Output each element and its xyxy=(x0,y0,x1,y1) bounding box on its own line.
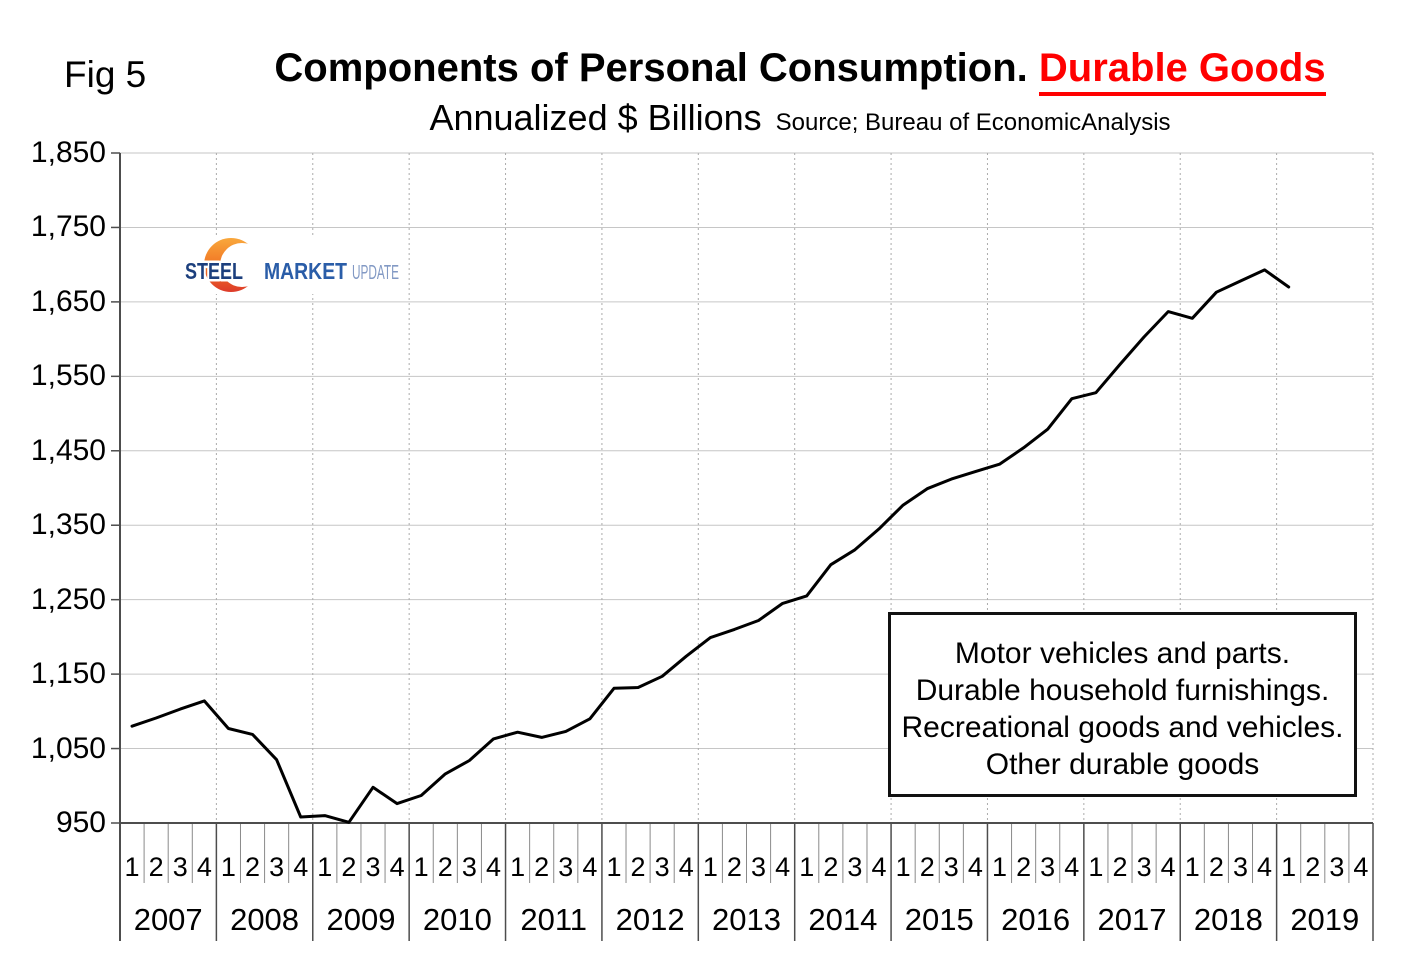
legend-line: Durable household furnishings. xyxy=(915,674,1330,707)
quarter-label: 2 xyxy=(1208,852,1224,882)
quarter-label: 3 xyxy=(1329,852,1345,882)
quarter-label: 4 xyxy=(1257,852,1273,882)
year-label: 2019 xyxy=(1290,902,1360,937)
steel-market-update-logo: STEEL MARKET UPDATE xyxy=(184,236,400,294)
y-axis-labels: 1,850 1,750 1,650 1,550 1,450 1,350 1,250 1,150… xyxy=(0,0,106,973)
year-label: 2009 xyxy=(326,902,396,937)
y-axis-label: 1,250 xyxy=(30,582,106,616)
quarter-label: 2 xyxy=(630,852,646,882)
year-label: 2007 xyxy=(133,902,203,937)
quarter-label: 2 xyxy=(1305,852,1321,882)
quarter-label: 4 xyxy=(196,852,212,882)
chart-source-note: Source; Bureau of EconomicAnalysis xyxy=(775,109,1171,136)
quarter-label: 1 xyxy=(702,852,718,882)
quarter-label: 4 xyxy=(1353,852,1369,882)
quarter-label: 3 xyxy=(558,852,574,882)
quarter-label: 3 xyxy=(365,852,381,882)
year-label: 2011 xyxy=(520,902,588,937)
quarter-label: 2 xyxy=(919,852,935,882)
chart-title: Components of Personal Consumption. Dura… xyxy=(180,46,1420,96)
quarter-label: 3 xyxy=(943,852,959,882)
quarter-label: 3 xyxy=(461,852,477,882)
chart-subtitle-text: Annualized $ Billions xyxy=(429,97,762,138)
quarter-label: 2 xyxy=(1016,852,1032,882)
logo-crescent-cutout xyxy=(220,243,264,287)
chart-subtitle: Annualized $ Billions Source; Bureau of E… xyxy=(180,97,1420,139)
quarter-label: 1 xyxy=(799,852,815,882)
year-label: 2014 xyxy=(808,902,878,937)
quarter-label: 2 xyxy=(823,852,839,882)
quarter-label: 4 xyxy=(1160,852,1176,882)
year-label: 2018 xyxy=(1193,902,1263,937)
y-axis-label: 1,650 xyxy=(30,284,106,318)
year-label: 2016 xyxy=(1001,902,1071,937)
quarter-label: 1 xyxy=(413,852,429,882)
year-label: 2013 xyxy=(712,902,781,937)
quarter-label: 1 xyxy=(1088,852,1104,882)
quarter-label: 3 xyxy=(269,852,285,882)
quarter-label: 4 xyxy=(293,852,309,882)
quarter-label: 1 xyxy=(991,852,1008,882)
logo-word-steel: STEEL xyxy=(185,258,243,284)
year-label: 2008 xyxy=(230,902,300,937)
quarter-label: 1 xyxy=(1281,852,1297,882)
quarter-label: 3 xyxy=(172,852,188,882)
y-axis-label: 1,450 xyxy=(30,433,106,467)
quarter-label: 4 xyxy=(389,852,405,882)
quarter-label: 3 xyxy=(847,852,863,882)
y-axis-label: 950 xyxy=(55,806,106,839)
y-axis-label: 1,550 xyxy=(30,359,106,393)
legend-line: Other durable goods xyxy=(985,748,1260,781)
figure-number: Fig 5 xyxy=(64,54,147,95)
quarter-label: 2 xyxy=(437,852,453,882)
legend-annotation-box: Motor vehicles and parts. Durable househo… xyxy=(888,612,1357,797)
quarter-label: 1 xyxy=(220,852,236,882)
quarter-label: 3 xyxy=(654,852,670,882)
quarter-label: 4 xyxy=(485,852,501,882)
legend-line: Recreational goods and vehicles. xyxy=(901,711,1344,744)
quarter-label: 3 xyxy=(751,852,767,882)
quarter-label: 2 xyxy=(148,852,164,882)
quarter-label: 3 xyxy=(1232,852,1248,882)
quarter-label: 2 xyxy=(534,852,550,882)
y-axis-label: 1,750 xyxy=(30,210,106,244)
quarter-label: 3 xyxy=(1136,852,1152,882)
chart-title-main: Components of Personal Consumption. xyxy=(274,46,1039,90)
quarter-label: 2 xyxy=(245,852,261,882)
year-label: 2012 xyxy=(615,902,685,937)
y-axis-label: 1,150 xyxy=(30,657,106,691)
quarter-label: 1 xyxy=(895,852,911,882)
quarter-label: 4 xyxy=(871,852,887,882)
y-axis-label: 1,350 xyxy=(30,508,106,542)
y-axis-label: 1,850 xyxy=(30,136,106,169)
quarter-label: 3 xyxy=(1040,852,1056,882)
quarter-label: 1 xyxy=(124,852,140,882)
y-axis-label: 1,050 xyxy=(30,731,106,765)
data-line-durable-goods xyxy=(130,268,1291,824)
quarter-label: 4 xyxy=(678,852,694,882)
quarter-label: 1 xyxy=(510,852,526,882)
quarter-label: 2 xyxy=(341,852,357,882)
chart-title-highlight: Durable Goods xyxy=(1038,46,1326,96)
logo-word-market: MARKET xyxy=(264,258,347,284)
quarter-label: 4 xyxy=(1064,852,1080,882)
quarter-label: 1 xyxy=(606,852,622,882)
quarter-label: 4 xyxy=(582,852,598,882)
quarter-label: 4 xyxy=(967,852,983,882)
quarter-label: 2 xyxy=(726,852,742,882)
quarter-label: 2 xyxy=(1112,852,1128,882)
year-label: 2015 xyxy=(904,902,974,937)
quarter-label: 4 xyxy=(775,852,791,882)
quarter-label: 1 xyxy=(1184,852,1200,882)
year-label: 2017 xyxy=(1097,902,1167,937)
quarter-label: 1 xyxy=(317,852,333,882)
logo-word-update: UPDATE xyxy=(352,262,399,284)
legend-line: Motor vehicles and parts. xyxy=(954,637,1291,670)
year-label: 2010 xyxy=(422,902,492,937)
